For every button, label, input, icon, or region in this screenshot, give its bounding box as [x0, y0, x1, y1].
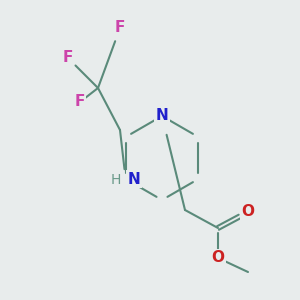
Text: O: O: [212, 250, 224, 266]
Text: N: N: [156, 109, 168, 124]
Text: O: O: [242, 205, 254, 220]
Text: F: F: [63, 50, 73, 65]
Text: H: H: [110, 173, 121, 187]
Text: F: F: [75, 94, 85, 110]
Text: F: F: [115, 20, 125, 35]
Text: N: N: [128, 172, 140, 187]
